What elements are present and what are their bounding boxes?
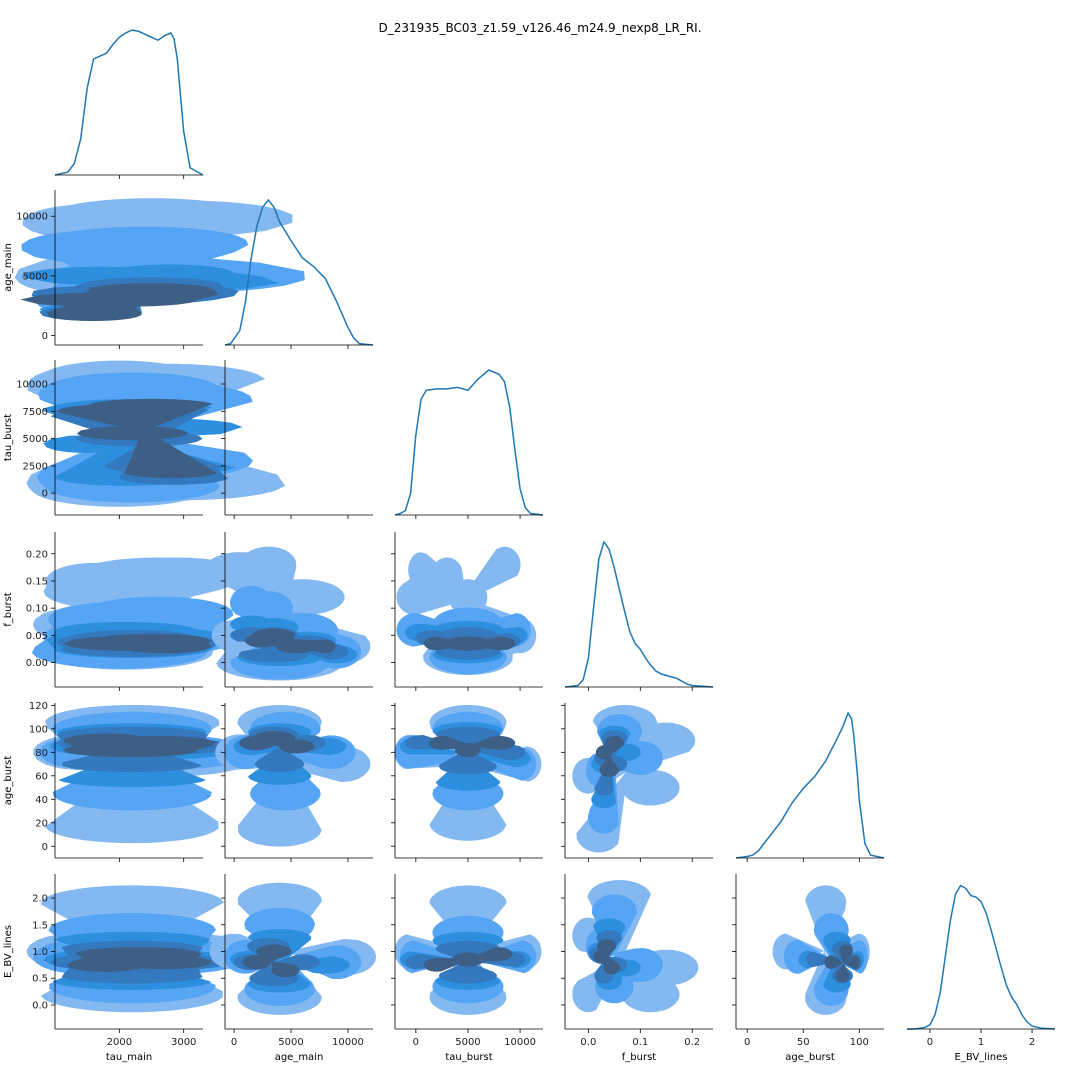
panel-age_burst-vs-tau_main: 0 20 40 60 80 100 120 age_burst: [3, 701, 254, 862]
y-tick-label: 2500: [23, 461, 48, 472]
panel-f_burst-vs-tau_burst: [391, 532, 543, 691]
y-tick-label: 7500: [23, 407, 48, 418]
y-tick-label: 2.0: [32, 894, 48, 905]
x-tick-label: 10000: [504, 1037, 536, 1048]
panel-tau_burst-vs-tau_main: 0 2500 5000 7500 10000 tau_burst: [3, 360, 286, 519]
y-tick-label: 0.15: [26, 576, 48, 587]
contour-level-5: [239, 731, 315, 754]
y-tick-label: 0: [42, 489, 48, 500]
y-axis-label-age_main: age_main: [3, 243, 14, 292]
y-tick-label: 120: [29, 701, 48, 712]
panel-tau_burst-vs-tau_burst: [394, 369, 544, 519]
contour-level-5: [595, 735, 624, 777]
contour-level-5: [20, 283, 219, 321]
panel-age_main-vs-tau_main: 0 5000 10000 age_main: [3, 190, 305, 349]
contour-level-5: [245, 628, 336, 654]
x-tick-label: 0.0: [580, 1037, 596, 1048]
y-tick-label: 100: [29, 724, 48, 735]
x-axis-label-f_burst: f_burst: [622, 1052, 657, 1063]
x-tick-label: 2000: [107, 1037, 132, 1048]
contour-level-5: [62, 733, 217, 757]
kde-line-tau_burst: [394, 369, 544, 516]
x-axis-label-age_main: age_main: [275, 1052, 324, 1063]
kde-line-age_main: [224, 198, 374, 346]
panel-E_BV_lines-vs-f_burst: 0.0 0.1 0.2 f_burst: [561, 874, 713, 1063]
y-tick-label: 10000: [16, 380, 48, 391]
x-tick-label: 2: [1029, 1037, 1035, 1048]
x-tick-label: 100: [850, 1037, 869, 1048]
panel-age_main-vs-age_main: [224, 198, 374, 349]
y-tick-label: 20: [35, 818, 48, 829]
y-axis-label-age_burst: age_burst: [3, 756, 14, 806]
x-tick-label: 0: [231, 1037, 237, 1048]
y-tick-label: 5000: [23, 271, 48, 282]
contour-level-5: [242, 944, 300, 978]
x-axis-label-E_BV_lines: E_BV_lines: [955, 1052, 1008, 1063]
y-tick-label: 60: [35, 771, 48, 782]
kde-line-age_burst: [735, 711, 885, 859]
panels: 0500010000age_main025005000750010000tau_…: [3, 29, 1056, 1063]
contour-level-5: [593, 939, 620, 975]
panel-E_BV_lines-vs-E_BV_lines: 0 1 2 E_BV_lines: [907, 884, 1056, 1063]
panel-tau_main-vs-tau_main: [54, 29, 204, 179]
x-axis-label-age_burst: age_burst: [785, 1052, 835, 1063]
contour-level-5: [423, 636, 516, 651]
x-axis-label-tau_main: tau_main: [106, 1052, 152, 1063]
x-tick-label: 10000: [332, 1037, 364, 1048]
x-tick-label: 5000: [455, 1037, 480, 1048]
panel-age_burst-vs-tau_burst: [391, 703, 543, 862]
x-axis-label-tau_burst: tau_burst: [445, 1052, 492, 1063]
panel-E_BV_lines-vs-age_main: 0 5000 10000 age_main: [209, 874, 377, 1063]
y-tick-label: 0.05: [26, 631, 48, 642]
figure-title: D_231935_BC03_z1.59_v126.46_m24.9_nexp8_…: [378, 21, 701, 35]
x-tick-label: 1: [978, 1037, 984, 1048]
x-tick-label: 5000: [278, 1037, 303, 1048]
x-tick-label: 0: [413, 1037, 419, 1048]
kde-line-tau_main: [54, 29, 204, 176]
x-tick-label: 50: [797, 1037, 810, 1048]
y-axis-label-tau_burst: tau_burst: [3, 414, 14, 461]
y-tick-label: 0.20: [26, 549, 48, 560]
contour-level-5: [824, 944, 860, 983]
y-tick-label: 10000: [16, 212, 48, 223]
y-tick-label: 1.5: [32, 920, 48, 931]
panel-f_burst-vs-age_main: [204, 532, 373, 691]
x-tick-label: 0.2: [684, 1037, 700, 1048]
panel-age_burst-vs-age_main: [215, 703, 373, 862]
y-tick-label: 1.0: [32, 947, 48, 958]
y-tick-label: 40: [35, 795, 48, 806]
contour-level-5: [423, 947, 513, 972]
panel-E_BV_lines-vs-tau_burst: 0 5000 10000 tau_burst: [391, 874, 543, 1063]
contour-level-5: [66, 947, 211, 972]
x-tick-label: 3000: [171, 1037, 196, 1048]
x-tick-label: 0: [927, 1037, 933, 1048]
y-tick-label: 0.00: [26, 658, 48, 669]
x-tick-label: 0.1: [632, 1037, 648, 1048]
panel-E_BV_lines-vs-age_burst: 0 50 100 age_burst: [732, 874, 884, 1063]
kde-line-f_burst: [564, 540, 714, 688]
y-axis-label-E_BV_lines: E_BV_lines: [3, 925, 14, 978]
y-tick-label: 5000: [23, 434, 48, 445]
y-tick-label: 0: [42, 842, 48, 853]
y-axis-label-f_burst: f_burst: [3, 592, 14, 627]
kde-line-E_BV_lines: [907, 884, 1056, 1030]
y-tick-label: 0.0: [32, 1000, 48, 1011]
y-tick-label: 0.10: [26, 604, 48, 615]
contour-level-5: [55, 398, 218, 479]
contour-level-5: [63, 633, 212, 654]
contour-level-1: [772, 885, 870, 1015]
contour-level-5: [429, 735, 516, 757]
x-tick-label: 0: [744, 1037, 750, 1048]
y-tick-label: 0: [42, 331, 48, 342]
panel-E_BV_lines-vs-tau_main: 0.0 0.5 1.0 1.5 2.0 E_BV_lines 2000 3000 tau_mai…: [3, 874, 260, 1063]
panel-age_burst-vs-f_burst: [561, 703, 713, 862]
y-tick-label: 80: [35, 748, 48, 759]
panel-f_burst-vs-f_burst: [564, 540, 714, 691]
panel-tau_burst-vs-age_main: [221, 360, 373, 519]
panel-f_burst-vs-tau_main: 0.00 0.05 0.10 0.15 0.20 f_burst: [3, 532, 249, 691]
panel-age_burst-vs-age_burst: [735, 711, 885, 862]
y-tick-label: 0.5: [32, 974, 48, 985]
